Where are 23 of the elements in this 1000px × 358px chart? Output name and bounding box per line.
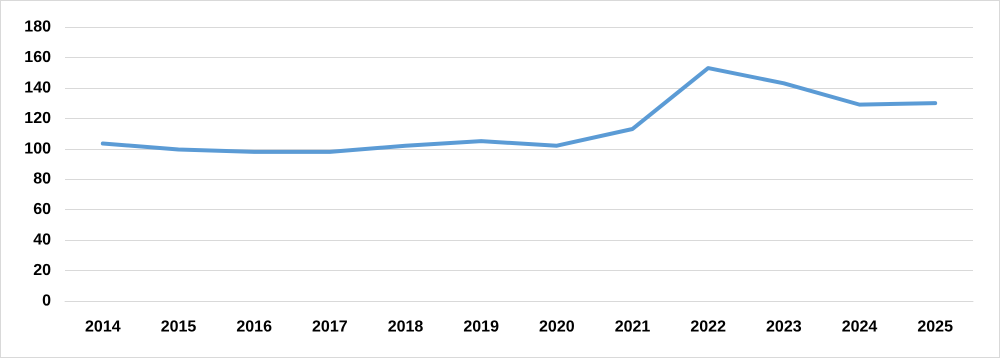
x-tick-label: 2018 [388,318,424,336]
x-tick-label: 2014 [85,318,121,336]
x-tick-label: 2015 [160,318,196,336]
y-tick-label: 140 [24,79,52,96]
x-tick-label: 2016 [236,318,272,336]
y-tick-label: 20 [33,262,52,280]
y-tick-label: 180 [24,18,52,36]
y-tick-label: 0 [42,292,52,310]
x-tick-label: 2020 [539,318,575,336]
y-tick-label: 60 [33,201,52,218]
x-tick-label: 2022 [690,318,726,336]
x-tick-label: 2021 [614,318,650,336]
y-tick-label: 120 [24,110,52,127]
x-tick-label: 2025 [917,318,954,336]
x-tick-label: 2017 [312,318,348,336]
x-tick-label: 2023 [766,318,802,336]
y-tick-label: 80 [33,170,52,188]
y-tick-label: 100 [24,140,52,158]
x-tick-label: 2019 [463,318,500,336]
line-series [100,66,938,154]
y-tick-label: 40 [33,232,52,249]
y-tick-label: 160 [24,48,52,66]
x-tick-label: 2024 [842,318,878,336]
